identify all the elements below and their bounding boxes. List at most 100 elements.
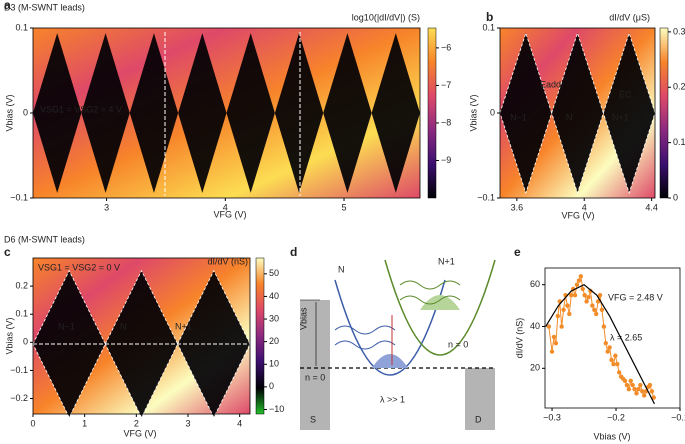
coulomb-diamond xyxy=(81,33,130,193)
data-point xyxy=(651,395,656,400)
colorbar xyxy=(659,27,669,199)
x-tick-label: 1 xyxy=(82,418,87,428)
colorbar-tick-label: 0 xyxy=(269,381,274,391)
y-axis-label: dI/dV (nS) xyxy=(514,318,524,359)
diagram-label: n = 0 xyxy=(305,372,325,382)
x-tick-label: −0.2 xyxy=(607,412,625,422)
y-tick-label: 0.1 xyxy=(15,309,28,319)
drain-lead xyxy=(465,368,495,430)
annotation: N+1 xyxy=(175,321,192,331)
data-point xyxy=(624,382,630,388)
data-point xyxy=(588,288,593,294)
wave xyxy=(334,340,396,350)
x-tick-label: 0 xyxy=(30,418,35,428)
data-point xyxy=(640,389,645,394)
panel-letter: b xyxy=(486,10,493,24)
x-axis-label: VFG (V) xyxy=(562,210,595,220)
diagram-label: D xyxy=(475,414,482,424)
y-tick-label: 0 xyxy=(490,107,495,117)
colorbar xyxy=(427,27,437,199)
annotation: N−1 xyxy=(510,112,527,122)
y-tick-label: 0.1 xyxy=(482,22,495,32)
data-point xyxy=(632,386,637,392)
annotation: EC xyxy=(619,89,632,99)
annotation: VSG1 = VSG2 = 4 V xyxy=(40,104,122,114)
x-tick-label: 4 xyxy=(223,202,228,212)
colorbar-tick-label: 40 xyxy=(269,291,279,301)
data-point xyxy=(601,324,607,329)
parabola-n1 xyxy=(384,259,496,356)
annotation: N xyxy=(566,112,573,122)
coulomb-diamond xyxy=(323,33,372,193)
y-axis-label: Vbias (V) xyxy=(4,317,14,354)
data-point xyxy=(569,292,574,298)
data-point xyxy=(586,295,591,300)
data-point xyxy=(582,292,587,298)
panel-letter: a xyxy=(4,0,11,12)
plot-frame xyxy=(544,267,681,409)
data-point xyxy=(555,313,560,319)
annotation: N xyxy=(120,321,127,331)
data-point xyxy=(634,391,639,396)
fit-line xyxy=(545,284,655,405)
y-tick-label: −0.1 xyxy=(10,365,28,375)
data-point xyxy=(584,299,589,304)
data-point xyxy=(553,341,559,346)
panel-title: D6 (M-SWNT leads) xyxy=(4,234,85,244)
diamond-edge xyxy=(104,269,179,419)
data-point xyxy=(549,349,555,354)
colorbar-tick-label: −8 xyxy=(441,117,451,127)
y-tick-label: 40 xyxy=(530,321,540,331)
diagram-label: N xyxy=(338,264,345,274)
annotation: VSG1 = VSG2 = 0 V xyxy=(38,262,120,272)
panel-letter: e xyxy=(514,245,521,259)
y-tick-label: 60 xyxy=(530,279,540,289)
data-point xyxy=(565,303,570,308)
data-point xyxy=(630,382,635,388)
parabola-n xyxy=(334,279,446,376)
y-tick-label: 0 xyxy=(23,107,28,117)
colorbar-label: dI/dV (nS) xyxy=(207,256,248,266)
coulomb-diamond xyxy=(129,33,179,193)
data-point xyxy=(615,361,620,367)
data-point xyxy=(595,299,601,304)
x-axis-label: Vbias (V) xyxy=(593,431,630,441)
colorbar-tick-label: 0.2 xyxy=(673,82,685,92)
y-tick-label: −0.1 xyxy=(10,192,28,202)
y-axis-label: Vbias (V) xyxy=(468,94,478,131)
panel-letter: c xyxy=(4,245,11,259)
colorbar-tick-label: 0.3 xyxy=(673,26,685,36)
data-point xyxy=(576,278,582,283)
y-tick-label: 0.2 xyxy=(15,280,28,290)
diagram-label: λ >> 1 xyxy=(380,394,405,404)
data-point xyxy=(636,386,641,392)
y-axis-label: Vbias (V) xyxy=(4,94,14,131)
data-point xyxy=(626,386,632,392)
data-point xyxy=(578,274,584,279)
data-point xyxy=(599,307,605,312)
data-point xyxy=(605,349,610,354)
colorbar-label: dI/dV (μS) xyxy=(609,12,650,22)
panel-letter: d xyxy=(290,245,297,259)
data-point xyxy=(609,357,614,363)
y-tick-label: −0.1 xyxy=(477,192,495,202)
diagram-d: d N N+1 Vbias n = 0 n = 0 λ >> 1 S D xyxy=(290,245,496,430)
x-tick-label: 5 xyxy=(342,202,347,212)
x-tick-label: −0.3 xyxy=(543,412,561,422)
annotation: N−1 xyxy=(58,321,75,331)
data-point xyxy=(603,341,608,346)
data-point xyxy=(617,370,622,375)
x-axis-label: VFG (V) xyxy=(214,209,247,219)
y-tick-label: 20 xyxy=(530,363,540,373)
data-point xyxy=(641,393,647,398)
data-point xyxy=(559,324,564,329)
data-point xyxy=(638,382,643,388)
colorbar-tick-label: 50 xyxy=(269,268,279,278)
colorbar xyxy=(255,257,265,415)
x-tick-label: 4 xyxy=(582,202,587,212)
colorbar-tick-label: 0 xyxy=(673,192,678,202)
diagram-label: Vbias xyxy=(298,307,308,330)
diamond-edge xyxy=(177,269,251,419)
data-point xyxy=(611,361,616,367)
data-point xyxy=(561,307,566,312)
